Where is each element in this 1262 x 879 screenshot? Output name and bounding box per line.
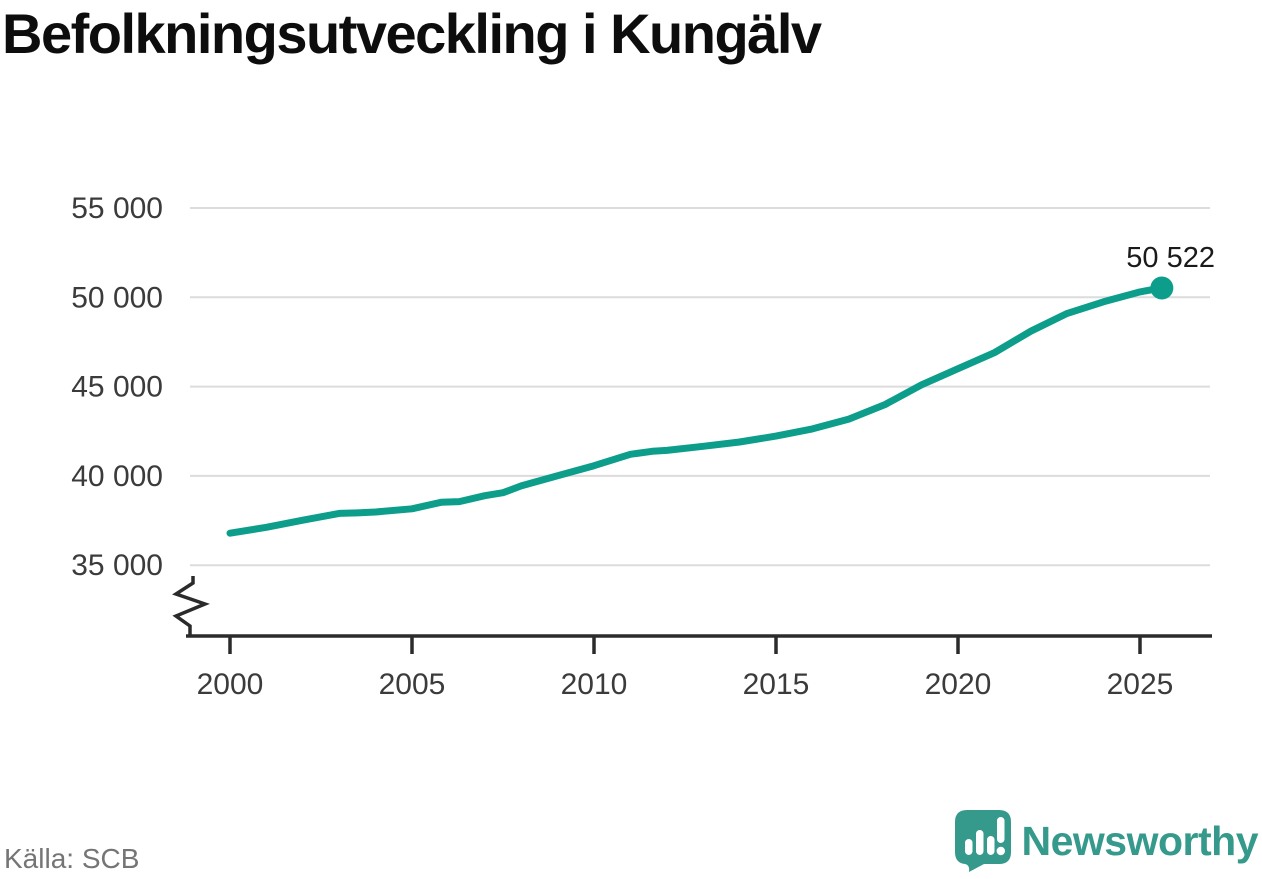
y-tick-label: 50 000 — [71, 281, 163, 314]
y-axis-break-icon — [172, 576, 210, 636]
latest-point-marker — [1150, 276, 1174, 300]
newsworthy-speech-bubble-chart-icon — [954, 810, 1011, 872]
newsworthy-wordmark: Newsworthy — [1021, 817, 1259, 864]
source-label: Källa: SCB — [4, 843, 140, 874]
x-tick-label: 2000 — [197, 668, 264, 701]
x-tick-label: 2025 — [1107, 668, 1174, 701]
x-tick-label: 2005 — [379, 668, 446, 701]
newsworthy-logo: Newsworthy — [954, 809, 1259, 873]
y-tick-label: 35 000 — [71, 549, 163, 582]
x-tick-label: 2020 — [925, 668, 992, 701]
x-tick-label: 2010 — [561, 668, 628, 701]
chart-title: Befolkningsutveckling i Kungälv — [2, 2, 822, 65]
x-tick-label: 2015 — [743, 668, 810, 701]
population-line — [226, 284, 1166, 537]
y-tick-label: 55 000 — [71, 192, 163, 225]
y-tick-label: 45 000 — [71, 371, 163, 404]
y-tick-label: 40 000 — [71, 460, 163, 493]
latest-value-label: 50 522 — [1126, 242, 1215, 274]
